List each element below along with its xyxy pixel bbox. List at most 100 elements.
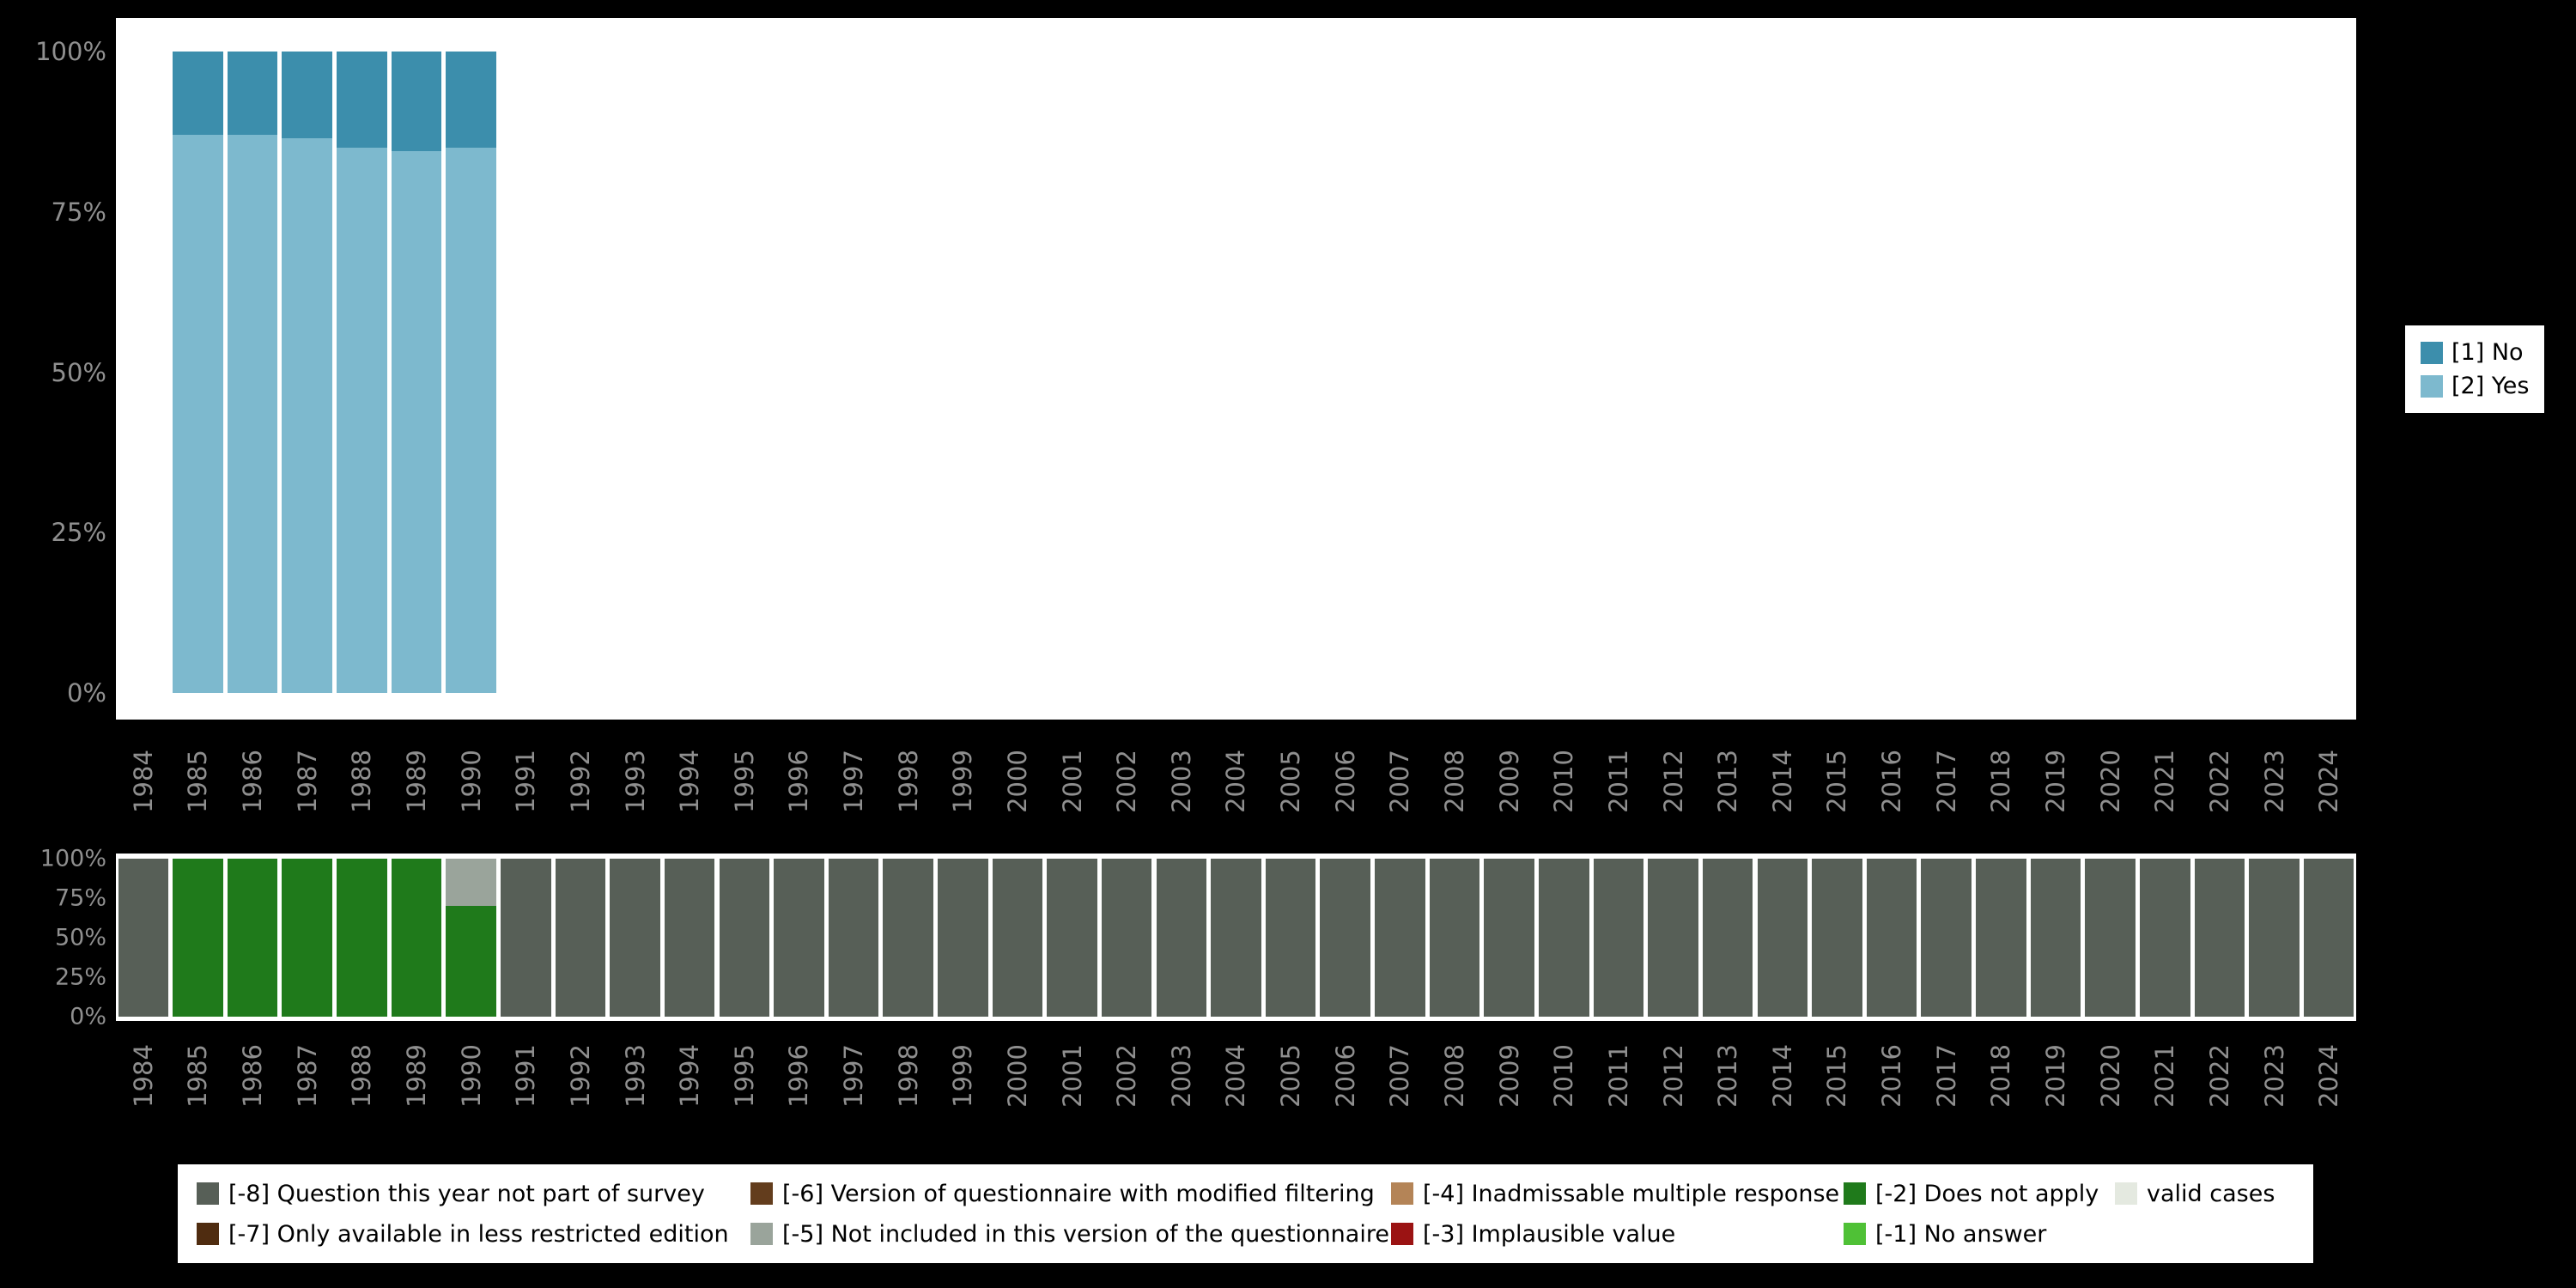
legend-swatch [1391,1182,1413,1205]
legend-item: [-8] Question this year not part of surv… [197,1181,750,1207]
x-axis-tick-label: 2018 [1986,750,2016,813]
x-axis-tick-label: 1994 [675,750,705,813]
legend-label: [-6] Version of questionnaire with modif… [782,1180,1375,1207]
x-axis-tick-label: 1986 [238,1044,268,1108]
x-axis-tick-label: 2000 [1002,750,1032,813]
bar-segment [1757,859,1808,1017]
x-axis-tick-label: 1999 [948,1044,978,1108]
x-axis-tick-label: 2021 [2150,750,2180,813]
x-axis-tick-label: 2006 [1330,750,1360,813]
x-axis-tick-label: 1985 [183,750,213,813]
bar-segment [173,52,223,136]
x-axis-tick-label: 1988 [347,1044,377,1108]
legend-swatch [1844,1223,1866,1245]
x-axis-tick-label: 2002 [1112,1044,1142,1108]
bar-segment [555,859,606,1017]
legend-swatch [1844,1182,1866,1205]
x-axis-tick-label: 2003 [1166,750,1196,813]
bar-segment [227,135,278,693]
x-axis-tick-label: 2016 [1877,1044,1907,1108]
missings-chart-plot [116,854,2356,1021]
x-axis-tick-label: 1992 [565,750,595,813]
bar-segment [1047,859,1097,1017]
bar-segment [1702,859,1753,1017]
x-axis-tick-label: 2009 [1494,750,1524,813]
x-axis-tick-label: 2013 [1713,750,1743,813]
x-axis-tick-label: 1998 [893,750,923,813]
x-axis-tick-label: 2019 [2041,1044,2070,1108]
x-axis-tick-label: 1990 [456,750,486,813]
x-axis-tick-label: 2010 [1549,750,1579,813]
bar-segment [664,859,715,1017]
legend-item: [-6] Version of questionnaire with modif… [750,1181,1391,1207]
x-axis-tick-label: 1997 [839,1044,869,1108]
bar-segment [1375,859,1425,1017]
bar-segment [1593,859,1644,1017]
x-axis-tick-label: 2021 [2150,1044,2180,1108]
legend-item: [-2] Does not apply [1844,1181,2115,1207]
bar-segment [828,859,879,1017]
x-axis-tick-label: 1995 [729,1044,759,1108]
bar-segment [282,52,332,138]
bar-segment [118,859,169,1017]
bar-segment [500,859,551,1017]
bar-segment [883,859,933,1017]
legend-label: [-8] Question this year not part of surv… [228,1180,705,1207]
x-axis-tick-label: 2015 [1822,750,1852,813]
bar-segment [2085,859,2136,1017]
x-axis-tick-label: 2004 [1221,750,1251,813]
x-axis-tick-label: 1990 [456,1044,486,1108]
x-axis-tick-label: 2008 [1440,750,1470,813]
y-axis-tick-label: 0% [70,1003,106,1030]
legend-item: [1] No [2421,339,2529,366]
legend-swatch [750,1223,773,1245]
x-axis-tick-label: 2020 [2095,750,2125,813]
x-axis-tick-label: 2013 [1713,1044,1743,1108]
bar-segment [446,52,496,149]
x-axis-tick-label: 2009 [1494,1044,1524,1108]
legend-item: [-4] Inadmissable multiple response [1391,1181,1844,1207]
bar-segment [2194,859,2245,1017]
x-axis-tick-label: 1986 [238,750,268,813]
x-axis-tick-label: 2014 [1767,1044,1797,1108]
bar-segment [1648,859,1698,1017]
bar-segment [173,859,223,1017]
x-axis-tick-label: 2007 [1385,1044,1415,1108]
values-chart-x-axis: 1984 1985 1986 1987 1988 1989 1990 1991 1992 1993… [116,734,2356,829]
x-axis-tick-label: 1992 [565,1044,595,1108]
bar-segment [1484,859,1534,1017]
x-axis-tick-label: 2012 [1658,1044,1688,1108]
bar-segment [391,859,442,1017]
x-axis-tick-label: 2005 [1276,1044,1306,1108]
x-axis-tick-label: 2001 [1057,1044,1087,1108]
bar-segment [1866,859,1917,1017]
bar-segment [227,859,278,1017]
y-axis-tick-label: 50% [51,357,106,387]
bar-segment [2140,859,2190,1017]
x-axis-tick-label: 2024 [2314,750,2344,813]
bar-segment [2030,859,2081,1017]
x-axis-tick-label: 1989 [401,750,431,813]
bar-segment [391,150,442,693]
x-axis-tick-label: 2022 [2204,1044,2234,1108]
legend-label: [-7] Only available in less restricted e… [228,1220,729,1248]
legend-label: [-5] Not included in this version of the… [782,1220,1389,1248]
legend-item: [-5] Not included in this version of the… [750,1221,1391,1248]
x-axis-tick-label: 2005 [1276,750,1306,813]
bar-segment [1539,859,1589,1017]
x-axis-tick-label: 2019 [2041,750,2070,813]
x-axis-tick-label: 1995 [729,750,759,813]
x-axis-tick-label: 1984 [128,750,158,813]
bar-segment [1156,859,1207,1017]
legend-swatch [750,1182,773,1205]
bar-segment [227,52,278,136]
x-axis-tick-label: 2012 [1658,750,1688,813]
x-axis-tick-label: 2008 [1440,1044,1470,1108]
x-axis-tick-label: 2017 [1931,750,1961,813]
bar-segment [719,859,770,1017]
bar-segment [1812,859,1862,1017]
legend-label: [2] Yes [2451,373,2530,399]
x-axis-tick-label: 1997 [839,750,869,813]
bar-segment [446,906,496,1017]
x-axis-tick-label: 1996 [784,1044,814,1108]
